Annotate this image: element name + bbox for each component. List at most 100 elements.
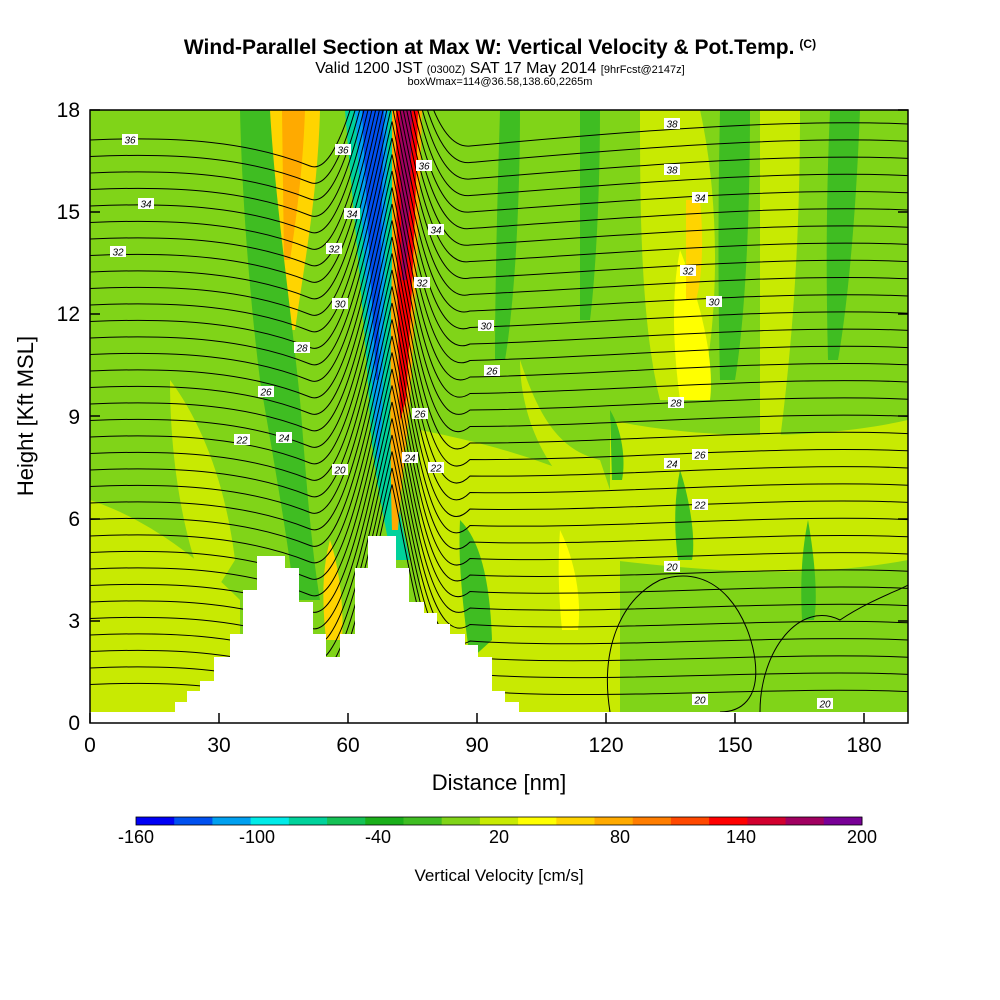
contour-label: 32	[682, 267, 694, 278]
colorbar	[136, 817, 863, 825]
field-green-cell-mid	[610, 410, 624, 480]
theta-contour-line	[90, 110, 908, 267]
contour-label-bg	[680, 265, 696, 276]
colorbar-swatch	[670, 817, 710, 825]
contour-label: 30	[708, 298, 720, 309]
contour-label: 30	[480, 322, 492, 333]
contour-label-bg	[668, 397, 684, 408]
colorbar-tick-label: -100	[239, 827, 275, 847]
colorbar-swatch	[709, 817, 748, 825]
contour-label-bg	[664, 561, 680, 572]
contour-label-bg	[326, 243, 342, 254]
field-yellow-center	[558, 530, 580, 630]
x-tick-label: 120	[588, 734, 623, 757]
contour-label: 34	[430, 226, 442, 237]
colorbar-swatch	[174, 817, 213, 825]
contour-label: 26	[485, 367, 498, 378]
contour-label: 38	[666, 120, 678, 131]
contour-label: 36	[124, 136, 136, 147]
theta-contour-line	[90, 236, 908, 465]
theta-contour-line	[759, 584, 908, 713]
contour-label-bg	[817, 698, 833, 709]
contour-label: 20	[818, 700, 831, 711]
colorbar-tick-label: 20	[489, 827, 509, 847]
y-tick-label: 0	[68, 712, 80, 735]
contour-label: 34	[346, 210, 358, 221]
x-tick-label: 150	[717, 734, 752, 757]
theta-contour-line	[90, 220, 908, 448]
colorbar-swatch	[212, 817, 252, 825]
colorbar-swatch	[327, 817, 366, 825]
y-tick-label: 12	[57, 303, 80, 326]
theta-contour-line	[90, 137, 908, 366]
colorbar-tick-label: 80	[610, 827, 630, 847]
contour-label-bg	[122, 134, 138, 145]
theta-contour-line	[90, 170, 908, 399]
y-tick-label: 6	[68, 508, 80, 531]
field-green-band-mid	[495, 110, 520, 360]
colorbar-title: Vertical Velocity [cm/s]	[414, 866, 583, 885]
contour-label-bg	[692, 192, 708, 203]
contour-label-bg	[428, 462, 444, 473]
colorbar-swatch	[556, 817, 596, 825]
contour-label: 26	[413, 410, 426, 421]
contour-label: 20	[693, 696, 706, 707]
contour-label: 38	[666, 166, 678, 177]
axis-ticks	[89, 109, 908, 723]
x-tick-label: 60	[336, 734, 359, 757]
colorbar-swatch	[518, 817, 557, 825]
y-tick-label: 9	[68, 406, 80, 429]
contour-label: 20	[333, 466, 346, 477]
contour-label-bg	[692, 499, 708, 510]
contour-label: 28	[669, 399, 682, 410]
y-tick-label: 3	[68, 610, 80, 633]
colorbar-swatch	[823, 817, 863, 825]
contour-label: 20	[665, 563, 678, 574]
theta-contour-line	[90, 110, 908, 316]
theta-contour-line	[90, 110, 908, 283]
contour-label-bg	[110, 246, 126, 257]
theta-contour-line	[90, 110, 908, 201]
x-axis-title: Distance [nm]	[432, 770, 567, 795]
contour-label-bg	[276, 432, 292, 443]
theta-contour-line	[90, 335, 908, 564]
colorbar-swatch	[632, 817, 672, 825]
field-darkorange-upper-left	[282, 110, 305, 260]
contour-label-bg	[294, 342, 310, 353]
colorbar-swatch	[288, 817, 328, 825]
colorbar-tick-label: -160	[118, 827, 154, 847]
contour-label-bg	[332, 464, 348, 475]
x-tick-label: 30	[207, 734, 230, 757]
chart-subtitle: Valid 1200 JST (0300Z) SAT 17 May 2014 […	[315, 60, 685, 77]
contour-label-bg	[234, 434, 250, 445]
chart-box-info: boxWmax=114@36.58,138.60,2265m	[407, 76, 593, 88]
field-green-band-left	[240, 110, 320, 600]
field-yellowgreen-right	[610, 420, 908, 572]
x-tick-label: 0	[84, 734, 96, 757]
contour-label-bg	[484, 365, 500, 376]
theta-contour-line	[90, 302, 908, 531]
theta-contour-line	[90, 319, 908, 547]
contour-label: 24	[665, 460, 678, 471]
field-green-band-mid2	[580, 110, 600, 320]
theta-contour-line	[90, 110, 908, 168]
x-tick-label: 90	[465, 734, 488, 757]
contour-label: 22	[235, 436, 248, 447]
contour-label-bg	[412, 408, 428, 419]
contour-label-bg	[664, 458, 680, 469]
colorbar-swatch	[594, 817, 634, 825]
theta-contour-line	[90, 121, 908, 349]
field-yellow-right	[674, 250, 711, 400]
contour-label-bg	[664, 164, 680, 175]
theta-contour-line	[90, 269, 908, 498]
contour-label: 32	[112, 248, 124, 259]
chart-title: Wind-Parallel Section at Max W: Vertical…	[183, 36, 817, 59]
theta-contour-line	[90, 203, 908, 432]
colorbar-swatch	[250, 817, 290, 825]
colorbar-tick-label: 140	[726, 827, 756, 847]
colorbar-swatch	[365, 817, 404, 825]
contour-label-bg	[692, 694, 708, 705]
contour-label-bg	[478, 320, 494, 331]
colorbar-swatch	[747, 817, 787, 825]
